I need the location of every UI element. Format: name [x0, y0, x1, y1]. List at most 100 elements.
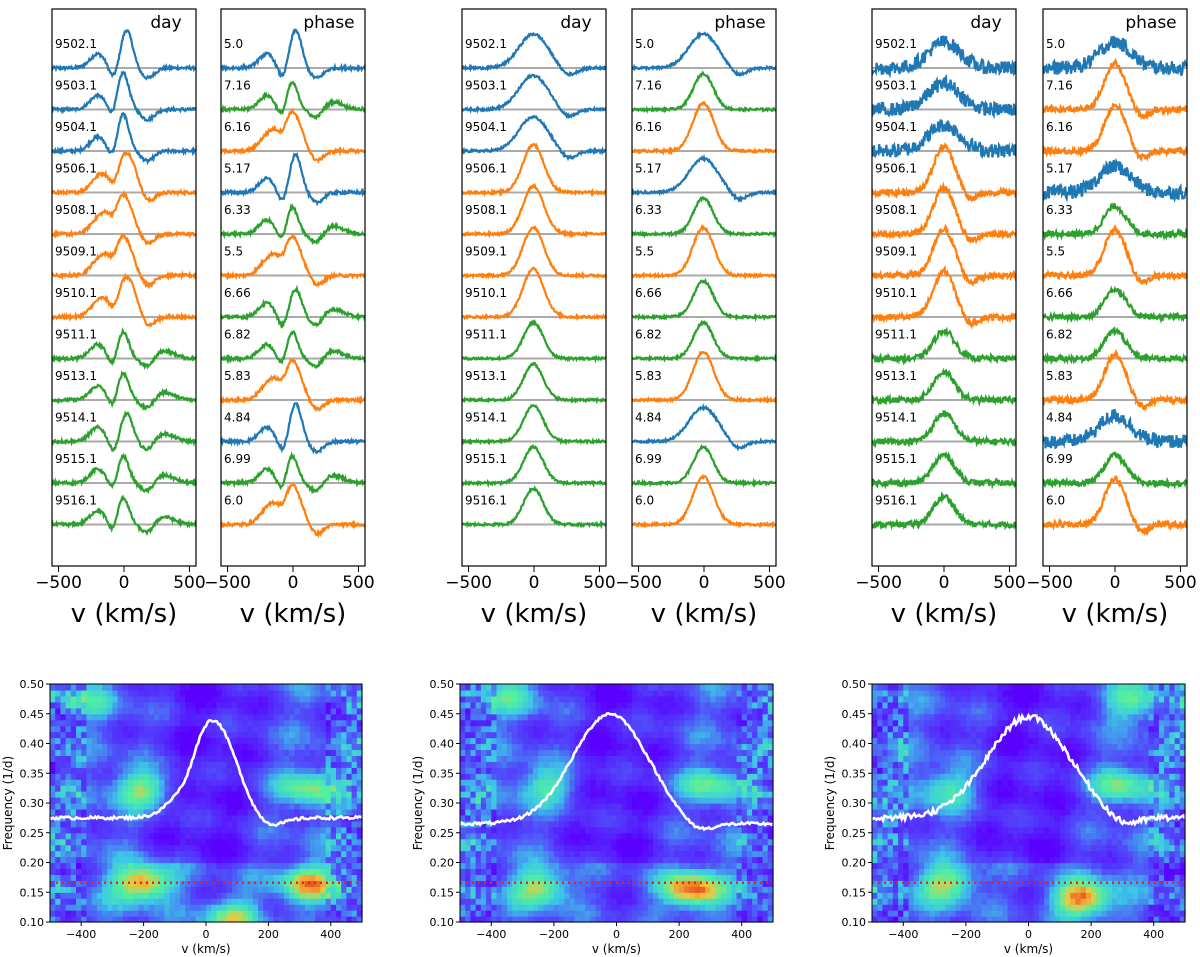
heat-cell — [668, 808, 675, 816]
heat-cell — [242, 684, 249, 691]
heat-cell — [715, 695, 722, 703]
row-label: 9514.1 — [875, 411, 917, 425]
heat-cell — [553, 832, 560, 840]
heat-cell — [55, 820, 61, 828]
heat-cell — [294, 773, 301, 780]
heat-cell — [216, 689, 223, 697]
heat-cell — [731, 904, 738, 911]
heat-cell — [190, 713, 197, 721]
heat-cell — [138, 779, 145, 786]
heat-cell — [637, 808, 644, 816]
heat-cell — [632, 797, 638, 804]
heat-cell — [496, 838, 503, 846]
heat-cell — [341, 743, 347, 751]
heat-cell — [501, 773, 508, 780]
heat-cell — [237, 874, 243, 881]
heat-cell — [273, 737, 280, 745]
heat-cell — [346, 880, 353, 887]
heat-cell — [148, 779, 155, 786]
heat-cell — [746, 898, 753, 905]
heat-cell — [304, 904, 311, 911]
heat-cell — [65, 779, 72, 786]
heat-cell — [668, 749, 675, 756]
heat-cell — [216, 749, 223, 756]
heat-cell — [70, 880, 77, 887]
heat-cell — [289, 844, 295, 852]
heat-cell — [86, 910, 93, 917]
heat-cell — [232, 862, 238, 870]
heat-cell — [226, 838, 233, 846]
heat-cell — [611, 785, 618, 792]
heat-cell — [517, 844, 524, 852]
heat-cell — [258, 689, 264, 697]
heat-cell — [263, 814, 269, 822]
heat-cell — [263, 868, 269, 875]
heat-cell — [206, 719, 212, 727]
heat-cell — [538, 856, 545, 864]
heat-cell — [564, 701, 571, 709]
heat-cell — [496, 910, 503, 917]
heat-cell — [517, 773, 524, 780]
heat-cell — [533, 844, 539, 852]
heat-cell — [294, 803, 301, 810]
heat-cell — [726, 862, 732, 870]
heat-cell — [486, 785, 492, 792]
heat-cell — [590, 701, 597, 709]
heat-cell — [517, 856, 524, 864]
heat-cell — [65, 856, 72, 864]
heat-cell — [684, 803, 691, 810]
heat-cell — [606, 797, 612, 804]
heat-cell — [107, 797, 113, 804]
heat-cell — [496, 695, 503, 703]
heat-cell — [122, 767, 129, 774]
heat-cell — [621, 761, 628, 768]
heat-cell — [553, 886, 560, 893]
heat-cell — [710, 910, 717, 917]
heat-cell — [263, 892, 269, 899]
heat-cell — [663, 832, 670, 840]
heat-cell — [553, 695, 560, 703]
profile-line — [632, 350, 776, 404]
heat-cell — [107, 719, 113, 727]
heat-cell — [543, 814, 550, 822]
heat-cell — [715, 910, 722, 917]
heat-cell — [351, 826, 358, 834]
heat-cell — [148, 761, 155, 768]
heat-cell — [533, 856, 539, 864]
heat-cell — [585, 689, 592, 697]
heat-cell — [221, 797, 228, 804]
heat-cell — [65, 797, 72, 804]
heat-cell — [138, 725, 145, 733]
heat-cell — [232, 684, 238, 691]
heat-cell — [206, 832, 212, 840]
heat-cell — [538, 832, 545, 840]
heat-cell — [242, 832, 249, 840]
heat-cell — [206, 868, 212, 875]
heat-cell — [159, 743, 165, 751]
heat-cell — [128, 749, 134, 756]
heat-cell — [315, 761, 321, 768]
heat-cell — [460, 791, 466, 798]
heat-cell — [252, 791, 259, 798]
heat-cell — [522, 803, 529, 810]
heat-cell — [590, 797, 597, 804]
heat-cell — [258, 684, 264, 691]
heat-cell — [320, 844, 327, 852]
heat-cell — [154, 820, 160, 828]
heat-cell — [341, 803, 347, 810]
heat-cell — [705, 850, 711, 858]
heat-cell — [299, 803, 306, 810]
heat-cell — [107, 844, 113, 852]
heat-cell — [585, 719, 592, 727]
profile-line — [462, 142, 606, 198]
heat-cell — [76, 767, 82, 774]
heat-cell — [694, 862, 701, 870]
heat-cell — [720, 844, 727, 852]
heat-cell — [517, 910, 524, 917]
heat-cell — [637, 874, 644, 881]
heat-cell — [658, 689, 665, 697]
heat-cell — [731, 749, 738, 756]
heat-cell — [460, 808, 466, 816]
heat-cell — [679, 731, 685, 739]
heat-cell — [237, 850, 243, 858]
